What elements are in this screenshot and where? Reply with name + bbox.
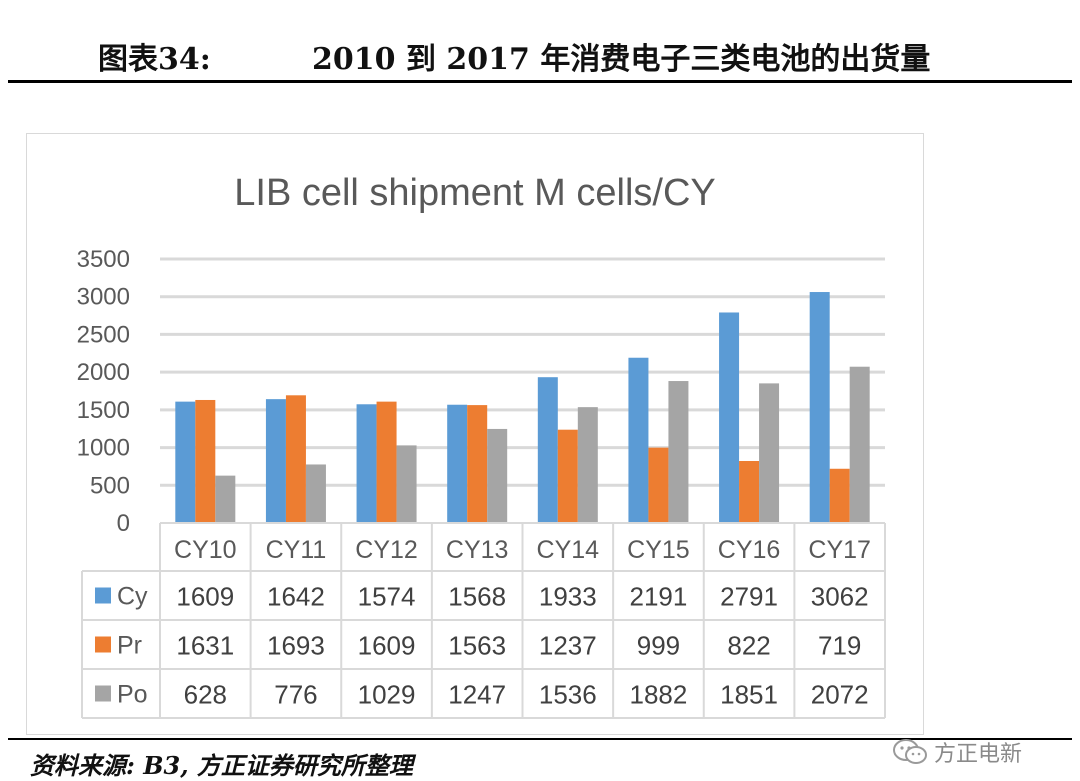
- y-tick-label: 1000: [77, 435, 130, 462]
- bar-po: [215, 475, 236, 523]
- bar-pr: [467, 405, 488, 523]
- table-value: 2791: [720, 582, 778, 612]
- x-category-label: CY15: [627, 536, 690, 564]
- table-value: 3062: [811, 582, 869, 612]
- table-value: 1237: [539, 631, 597, 661]
- table-value: 1693: [267, 631, 325, 661]
- x-category-label: CY12: [355, 536, 418, 564]
- table-value: 719: [818, 631, 861, 661]
- bar-pr: [829, 468, 850, 523]
- y-tick-label: 2000: [77, 359, 130, 386]
- table-value: 1642: [267, 582, 325, 612]
- x-category-label: CY14: [537, 536, 600, 564]
- y-tick-label: 2500: [77, 321, 130, 348]
- table-value: 999: [637, 631, 680, 661]
- table-value: 2191: [630, 582, 688, 612]
- bar-po: [305, 464, 326, 523]
- bar-cy: [537, 377, 558, 523]
- source-note: 资料来源: B3, 方正证券研究所整理: [30, 751, 413, 780]
- footer-rule: [8, 738, 1072, 740]
- legend-label: Pr: [117, 632, 142, 660]
- x-category-label: CY11: [266, 536, 327, 564]
- bar-po: [577, 407, 598, 523]
- x-category-label: CY13: [446, 536, 509, 564]
- legend-swatch-cy: [95, 587, 111, 604]
- table-value: 1568: [448, 582, 506, 612]
- table-value: 1882: [630, 680, 688, 710]
- table-value: 1609: [358, 631, 416, 661]
- watermark-text: 方正电新: [934, 742, 1023, 767]
- table-value: 822: [727, 631, 770, 661]
- bar-cy: [356, 404, 377, 523]
- bar-cy: [809, 292, 830, 523]
- table-value: 1029: [358, 680, 416, 710]
- table-value: 1933: [539, 582, 597, 612]
- table-value: 1609: [176, 582, 234, 612]
- bar-po: [396, 445, 417, 523]
- bar-chart: 0 500 1000 1500 2000 2500 3000 3500 CY10 CY11 CY12…: [77, 246, 886, 719]
- legend-swatch-po: [95, 685, 111, 702]
- table-value: 1247: [448, 680, 506, 710]
- chart-title: LIB cell shipment M cells/CY: [234, 172, 716, 214]
- header-rule: [8, 80, 1072, 83]
- table-value: 1563: [448, 631, 506, 661]
- bar-cy: [175, 401, 196, 523]
- legend-swatch-pr: [95, 636, 111, 653]
- x-category-label: CY17: [808, 536, 871, 564]
- legend-label: Po: [117, 681, 148, 709]
- figure-number: 图表34:: [98, 42, 211, 77]
- bar-po: [849, 366, 870, 523]
- y-tick-label: 1500: [77, 397, 130, 424]
- table-value: 1574: [358, 582, 416, 612]
- bar-cy: [628, 357, 649, 523]
- bar-po: [487, 428, 508, 523]
- bar-cy: [265, 399, 286, 523]
- table-value: 776: [274, 680, 317, 710]
- table-value: 2072: [811, 680, 869, 710]
- bar-cy: [447, 404, 468, 523]
- table-value: 1631: [176, 631, 234, 661]
- bar-cy: [719, 312, 740, 523]
- bar-pr: [376, 401, 397, 523]
- bar-pr: [285, 395, 306, 523]
- bar-pr: [739, 460, 760, 523]
- watermark: 方正电新: [892, 736, 1022, 768]
- legend-label: Cy: [117, 583, 148, 611]
- figure-header: 图表34: 2010 到 2017 年消费电子三类电池的出货量: [0, 0, 1080, 86]
- x-category-label: CY16: [718, 536, 781, 564]
- wechat-icon: [893, 739, 927, 764]
- y-tick-label: 0: [117, 510, 130, 537]
- x-category-label: CY10: [174, 536, 237, 564]
- bar-pr: [648, 447, 669, 523]
- y-tick-label: 3000: [77, 284, 130, 311]
- bar-pr: [557, 429, 578, 523]
- bar-po: [759, 383, 780, 523]
- bar-po: [668, 381, 689, 523]
- y-tick-label: 3500: [77, 246, 130, 273]
- figure-title: 2010 到 2017 年消费电子三类电池的出货量: [312, 42, 931, 77]
- bar-pr: [195, 399, 216, 523]
- table-value: 1851: [720, 680, 778, 710]
- y-tick-label: 500: [90, 472, 130, 499]
- table-value: 1536: [539, 680, 597, 710]
- table-value: 628: [184, 680, 227, 710]
- chart-frame: LIB cell shipment M cells/CY 0 500 1000 150…: [26, 133, 924, 735]
